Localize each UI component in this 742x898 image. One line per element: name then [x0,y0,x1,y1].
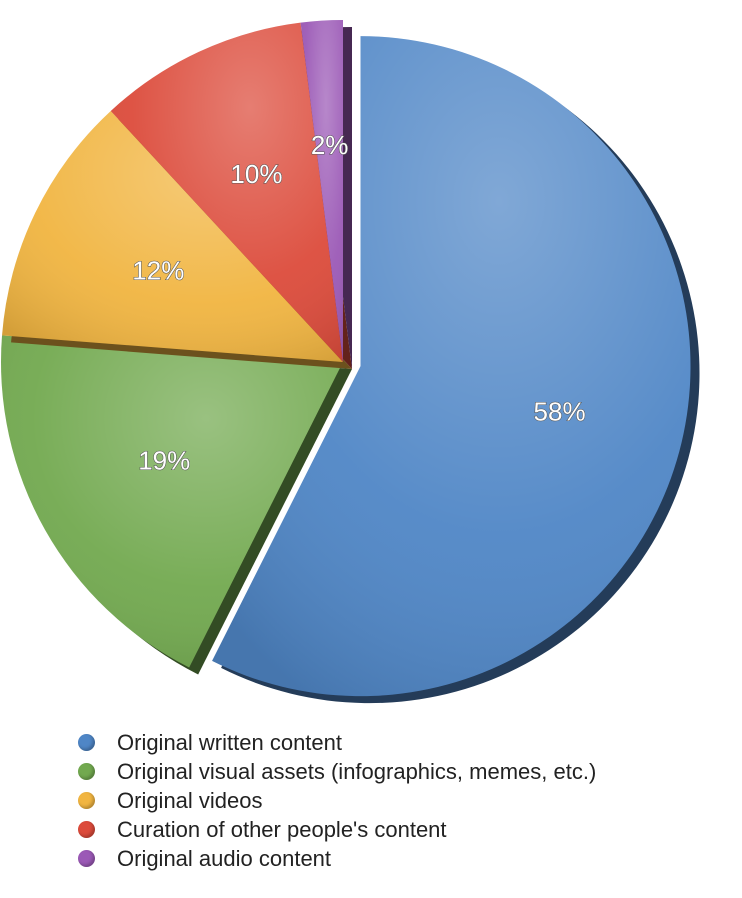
legend-swatch-audio [78,850,95,867]
legend-item: Original videos [78,786,596,815]
slice-value-label: 10% [230,159,282,189]
legend: Original written content Original visual… [78,728,596,873]
legend-item: Original written content [78,728,596,757]
legend-label-audio: Original audio content [117,845,332,871]
slice-audio-shine [300,20,343,362]
legend-swatch-videos [78,792,95,809]
slice-value-label: 58% [534,396,586,426]
pie-chart: 58% 19% 12% 10% 2% [1,20,700,704]
legend-item: Curation of other people's content [78,815,596,844]
legend-label-curation: Curation of other people's content [117,816,447,842]
legend-item: Original audio content [78,844,596,873]
legend-label-videos: Original videos [117,787,263,813]
slice-visual-shine [1,335,343,668]
legend-label-visual: Original visual assets (infographics, me… [117,758,597,784]
slice-videos-shine [2,110,344,362]
legend-swatch-curation [78,821,95,838]
legend-item: Original visual assets (infographics, me… [78,757,596,786]
legend-swatch-visual [78,763,95,780]
slice-curation-shine [110,22,343,362]
slice-written-shine [212,36,691,697]
slice-value-label: 2% [311,130,349,160]
legend-swatch-written [78,734,95,751]
slice-value-label: 19% [138,446,190,476]
legend-label-written: Original written content [117,729,342,755]
slice-value-label: 12% [132,255,184,285]
